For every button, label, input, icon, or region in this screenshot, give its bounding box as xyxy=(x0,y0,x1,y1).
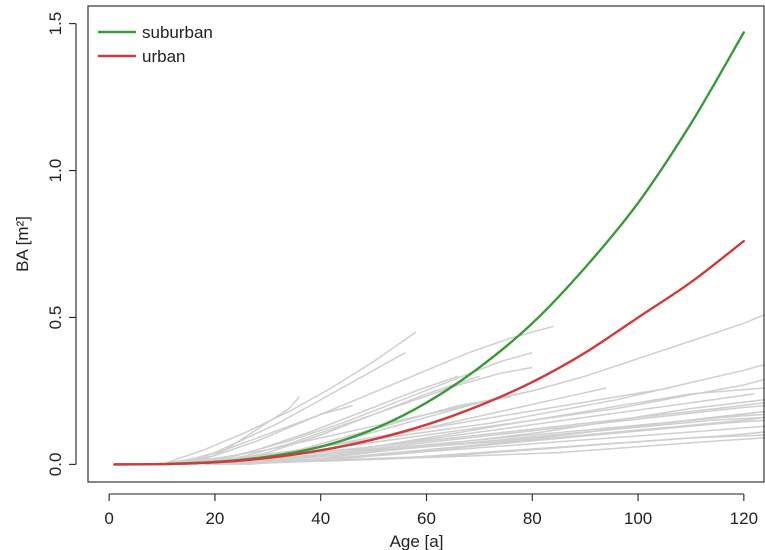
individual-tree-line xyxy=(294,434,765,463)
x-tick-label: 120 xyxy=(730,509,758,528)
legend-label-urban: urban xyxy=(142,47,185,66)
x-axis-title: Age [a] xyxy=(390,532,444,550)
x-tick-label: 20 xyxy=(205,509,224,528)
individual-tree-line xyxy=(214,375,480,466)
individual-tree-lines xyxy=(161,313,765,466)
individual-tree-line xyxy=(246,398,765,466)
y-tick-label: 0.5 xyxy=(46,306,65,330)
legend-label-suburban: suburban xyxy=(142,23,213,42)
individual-tree-line xyxy=(193,396,301,466)
individual-tree-line xyxy=(320,437,765,463)
x-tick-label: 0 xyxy=(104,509,113,528)
individual-tree-line xyxy=(182,352,406,466)
x-tick-label: 100 xyxy=(624,509,652,528)
individual-tree-line xyxy=(204,375,459,466)
y-tick-label: 1.0 xyxy=(46,159,65,183)
individual-tree-line xyxy=(193,387,670,466)
y-tick-label: 1.5 xyxy=(46,12,65,36)
individual-tree-line xyxy=(161,404,353,466)
x-tick-label: 40 xyxy=(311,509,330,528)
plot-frame xyxy=(87,5,765,483)
individual-tree-line xyxy=(161,331,417,466)
x-tick-label: 60 xyxy=(417,509,436,528)
individual-tree-line xyxy=(267,410,765,463)
axes: 0 20 40 60 80 100 120 0.0 0.5 1.0 1.5 xyxy=(46,5,765,528)
individual-tree-line xyxy=(172,325,554,466)
series-lines xyxy=(113,31,745,466)
series-line-urban xyxy=(113,239,745,466)
legend: suburban urban xyxy=(98,23,213,66)
y-axis-title: BA [m²] xyxy=(13,216,32,272)
series-line-suburban xyxy=(113,31,745,466)
y-tick-label: 0.0 xyxy=(46,453,65,477)
x-tick-label: 80 xyxy=(523,509,542,528)
